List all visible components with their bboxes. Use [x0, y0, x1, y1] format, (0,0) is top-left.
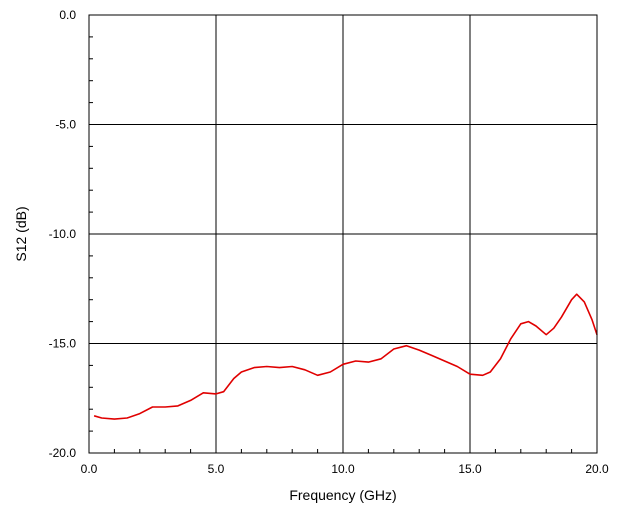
- x-tick-labels: 0.0 5.0 10.0 15.0 20.0: [81, 462, 609, 476]
- y-tick-label: -10.0: [49, 227, 77, 241]
- x-tick-label: 15.0: [458, 462, 482, 476]
- minor-ticks: [88, 14, 598, 454]
- plot-frame: [88, 14, 598, 454]
- y-tick-label: 0.0: [59, 8, 76, 22]
- x-tick-label: 20.0: [585, 462, 609, 476]
- series-group: [93, 293, 598, 420]
- grid: [89, 15, 597, 453]
- y-tick-labels: 0.0 -5.0 -10.0 -15.0 -20.0: [49, 8, 77, 460]
- y-tick-label: -20.0: [49, 446, 77, 460]
- y-axis-label: S12 (dB): [13, 206, 29, 261]
- y-tick-label: -15.0: [49, 337, 77, 351]
- x-tick-label: 5.0: [208, 462, 225, 476]
- y-tick-label: -5.0: [55, 118, 76, 132]
- x-axis-label: Frequency (GHz): [289, 487, 396, 503]
- x-tick-label: 0.0: [81, 462, 98, 476]
- x-tick-label: 10.0: [331, 462, 355, 476]
- series-line: [93, 293, 598, 420]
